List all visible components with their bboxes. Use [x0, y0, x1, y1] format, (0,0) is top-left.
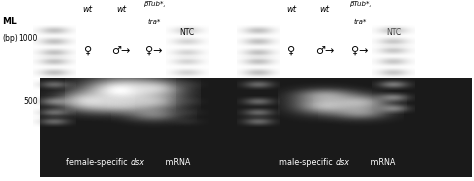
- Text: ♀→: ♀→: [352, 46, 369, 56]
- Bar: [40, 78, 472, 177]
- Text: wt: wt: [286, 5, 297, 14]
- Text: ♀: ♀: [287, 46, 296, 56]
- Text: (bp): (bp): [2, 33, 18, 43]
- Text: ♂→: ♂→: [111, 46, 130, 56]
- Text: wt: wt: [116, 5, 126, 14]
- Text: ♀: ♀: [83, 46, 92, 56]
- Text: NTC: NTC: [386, 28, 401, 37]
- Text: male-specific: male-specific: [279, 158, 336, 167]
- Text: tra*: tra*: [147, 19, 161, 25]
- Text: mRNA: mRNA: [368, 158, 396, 167]
- Text: βTub*,: βTub*,: [349, 1, 372, 7]
- Text: NTC: NTC: [180, 28, 195, 37]
- Text: 500: 500: [23, 97, 38, 106]
- Text: mRNA: mRNA: [164, 158, 191, 167]
- Text: dsx: dsx: [336, 158, 349, 167]
- Text: wt: wt: [319, 5, 330, 14]
- Text: 1000: 1000: [18, 33, 38, 43]
- Text: ML: ML: [2, 17, 17, 26]
- Text: wt: wt: [82, 5, 93, 14]
- Text: βTub*,: βTub*,: [143, 1, 165, 7]
- Text: female-specific: female-specific: [66, 158, 130, 167]
- Text: ♀→: ♀→: [146, 46, 163, 56]
- Text: dsx: dsx: [130, 158, 145, 167]
- Text: ♂→: ♂→: [315, 46, 334, 56]
- Text: tra*: tra*: [354, 19, 367, 25]
